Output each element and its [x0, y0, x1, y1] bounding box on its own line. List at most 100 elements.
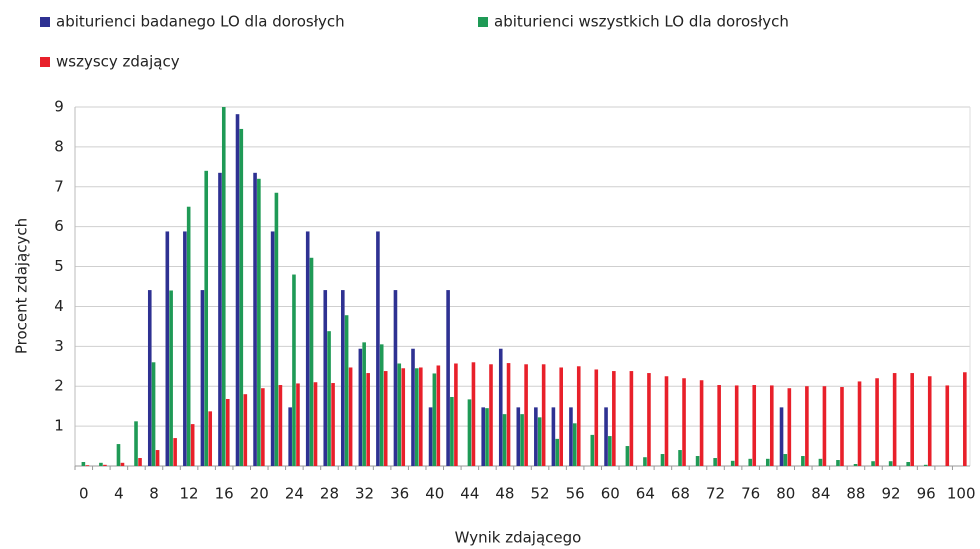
bar [186, 206, 191, 466]
bar [454, 363, 458, 466]
bar [818, 458, 823, 466]
bar [81, 462, 86, 466]
bar [243, 394, 248, 466]
bar [348, 367, 353, 466]
bar [288, 407, 292, 466]
bar [436, 365, 441, 466]
x-tick-label: 0 [79, 485, 89, 503]
legend-label: abiturienci wszystkich LO dla dorosłych [494, 13, 789, 31]
x-tick-label: 80 [776, 485, 795, 503]
bar [717, 385, 721, 466]
bar [576, 366, 581, 466]
x-tick-label: 64 [636, 485, 655, 503]
bar [537, 417, 542, 466]
bar [502, 414, 507, 466]
bar [208, 411, 213, 466]
legend-label: wszyscy zdający [56, 53, 180, 71]
bar [239, 128, 244, 466]
bar [875, 378, 879, 466]
bar [787, 388, 792, 466]
bar [309, 257, 314, 466]
bar [713, 458, 717, 466]
bar [629, 371, 634, 466]
bar [253, 172, 257, 467]
y-tick-label: 1 [54, 417, 64, 435]
bar [822, 386, 827, 466]
bar [765, 458, 770, 466]
bar [534, 407, 538, 466]
bar [218, 172, 222, 467]
bar [397, 363, 402, 466]
bar [190, 424, 195, 466]
x-tick-label: 12 [180, 485, 199, 503]
bar [836, 460, 840, 466]
x-tick-label: 72 [706, 485, 725, 503]
bar [147, 290, 152, 466]
bar [541, 364, 546, 466]
x-tick-label: 32 [355, 485, 374, 503]
bar [221, 107, 226, 466]
bar [769, 385, 774, 466]
x-axis-label: Wynik zdającego [455, 529, 582, 547]
bar [235, 114, 240, 467]
bar [498, 348, 503, 466]
bar [906, 462, 910, 466]
x-tick-label: 36 [390, 485, 409, 503]
y-tick-label: 8 [54, 137, 64, 155]
bar [752, 385, 757, 466]
bar [572, 423, 577, 466]
bar [278, 385, 283, 466]
x-tick-label: 40 [425, 485, 444, 503]
bar [892, 373, 897, 466]
bar [165, 231, 170, 466]
bar [730, 460, 735, 466]
bar [428, 407, 433, 466]
x-tick-label: 20 [250, 485, 269, 503]
y-tick-label: 9 [54, 98, 64, 116]
x-tick-label: 52 [531, 485, 550, 503]
bar [699, 380, 704, 466]
legend-swatch [478, 17, 488, 27]
bar [292, 274, 296, 466]
bar [569, 407, 573, 466]
bar [341, 290, 345, 466]
bar [612, 371, 616, 466]
bar [779, 407, 784, 466]
bar [801, 456, 805, 466]
bar [853, 464, 858, 466]
bar [678, 450, 682, 466]
bar [169, 290, 173, 466]
bar [366, 373, 370, 466]
x-tick-label: 44 [460, 485, 479, 503]
bar [323, 290, 328, 466]
bar [590, 434, 595, 466]
legend-label: abiturienci badanego LO dla dorosłych [56, 13, 345, 31]
y-tick-label: 3 [54, 337, 64, 355]
x-tick-label: 92 [881, 485, 900, 503]
bar [327, 331, 331, 466]
y-tick-label: 6 [54, 217, 64, 235]
legend-swatch [40, 57, 50, 67]
bar [362, 342, 366, 466]
legend-swatch [40, 17, 50, 27]
bar [446, 290, 450, 466]
bar [923, 464, 928, 466]
bar [204, 170, 209, 467]
bar [415, 368, 419, 466]
bar [155, 450, 160, 466]
bar [383, 371, 388, 466]
bar [682, 378, 686, 466]
bar [99, 462, 103, 466]
x-tick-label: 48 [495, 485, 514, 503]
bar [419, 367, 423, 466]
bar [927, 376, 932, 466]
bar [945, 385, 950, 466]
bar [376, 231, 380, 466]
bar [344, 315, 349, 466]
bar [594, 369, 599, 466]
bar [559, 367, 563, 466]
x-tick-label: 84 [811, 485, 830, 503]
bar [393, 290, 398, 466]
bar [555, 438, 559, 466]
bar [270, 231, 275, 466]
